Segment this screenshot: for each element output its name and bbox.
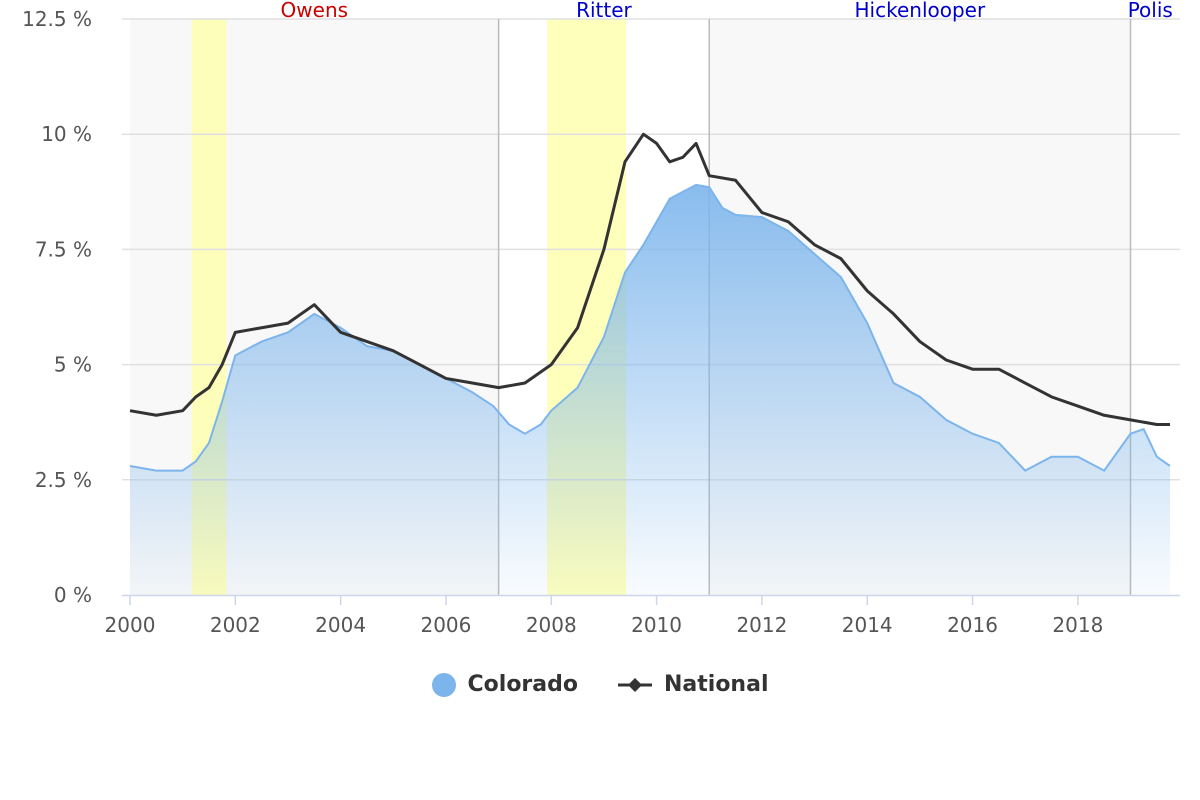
colorado-line [129, 183, 1171, 472]
national-series [129, 132, 1170, 427]
y-tick-label: 0 % [54, 583, 92, 607]
y-tick-label: 2.5 % [35, 468, 92, 492]
colorado-area [130, 184, 1170, 595]
x-tick-label: 2006 [420, 613, 471, 637]
term-label-polis: Polis [1128, 0, 1173, 22]
governor-labels: Owens Ritter Hickenlooper Polis [281, 0, 1173, 22]
unemployment-chart: 0 %2.5 %5 %7.5 %10 %12.5 % 2000 2002 2004 2… [22, 0, 1180, 637]
x-tick-label: 2010 [631, 613, 682, 637]
x-tick-label: 2002 [210, 613, 261, 637]
colorado-marker-icon [431, 672, 456, 697]
legend-item-national[interactable]: National [618, 672, 768, 697]
legend: Colorado National [0, 672, 1200, 697]
x-tick-label: 2012 [736, 613, 787, 637]
y-tick-label: 5 % [54, 353, 92, 377]
national-line [129, 132, 1170, 427]
legend-label-national: National [664, 672, 769, 697]
term-label-hickenlooper: Hickenlooper [855, 0, 986, 22]
x-axis-labels: 2000 2002 2004 2006 2008 2010 2012 2014 2016 2018 [105, 613, 1104, 637]
x-axis [122, 594, 1180, 605]
term-label-owens: Owens [281, 0, 349, 22]
legend-label-colorado: Colorado [467, 672, 578, 697]
x-tick-label: 2004 [315, 613, 366, 637]
y-tick-label: 10 % [41, 122, 92, 146]
colorado-series [129, 183, 1171, 595]
term-label-ritter: Ritter [576, 0, 632, 22]
national-marker-icon [618, 677, 652, 692]
y-tick-label: 7.5 % [35, 237, 92, 261]
x-tick-label: 2000 [105, 613, 156, 637]
legend-item-colorado[interactable]: Colorado [431, 672, 578, 697]
y-tick-label: 12.5 % [22, 7, 92, 31]
x-tick-label: 2008 [526, 613, 577, 637]
x-tick-label: 2016 [947, 613, 998, 637]
y-axis-labels: 0 % 2.5 % 5 % 7.5 % 10 % 12.5 % [22, 7, 92, 607]
x-tick-label: 2018 [1052, 613, 1103, 637]
x-tick-label: 2014 [842, 613, 893, 637]
